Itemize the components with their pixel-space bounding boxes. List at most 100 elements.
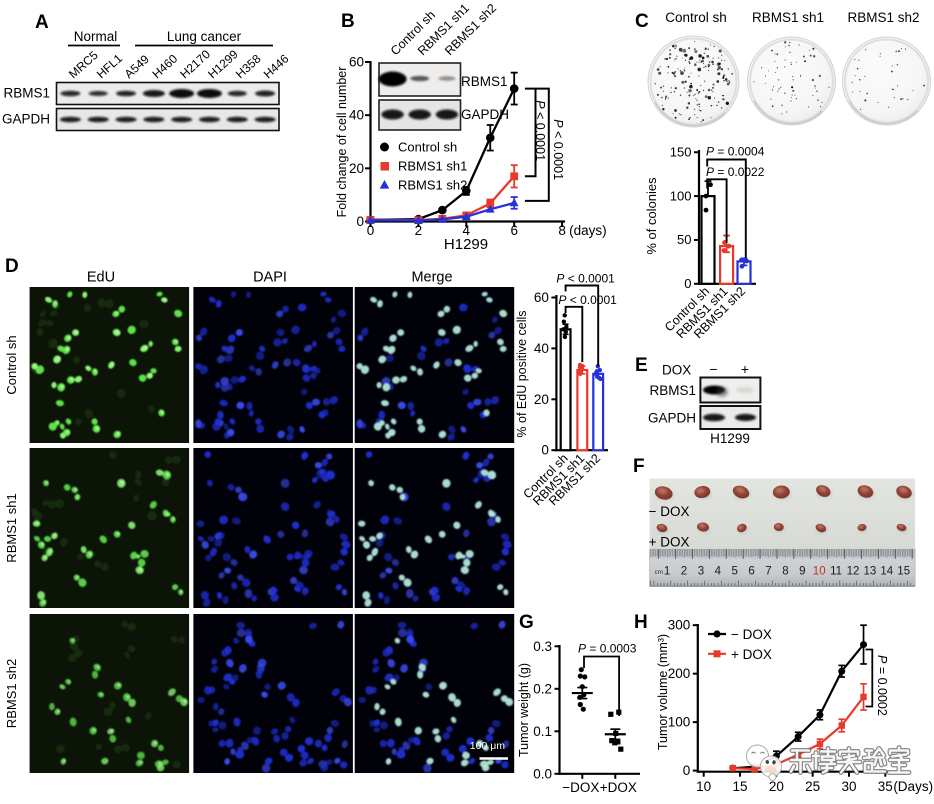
svg-text:40: 40 <box>349 108 364 123</box>
svg-text:P < 0.0001: P < 0.0001 <box>558 293 617 307</box>
svg-text:0: 0 <box>367 223 375 238</box>
svg-text:G: G <box>519 612 534 633</box>
svg-text:Merge: Merge <box>411 270 452 286</box>
svg-text:6: 6 <box>748 566 754 578</box>
svg-text:2: 2 <box>681 566 687 578</box>
svg-text:0.1: 0.1 <box>533 724 552 739</box>
svg-text:RBMS1 sh2: RBMS1 sh2 <box>847 10 919 25</box>
svg-text:200: 200 <box>668 666 691 681</box>
svg-text:Control sh: Control sh <box>4 335 19 394</box>
svg-text:DAPI: DAPI <box>253 270 287 286</box>
svg-text:RBMS1 sh1: RBMS1 sh1 <box>4 493 19 562</box>
svg-text:Normal: Normal <box>74 29 118 44</box>
svg-text:P = 0.0002: P = 0.0002 <box>875 655 889 716</box>
svg-text:5: 5 <box>731 566 737 578</box>
svg-text:9: 9 <box>799 566 805 578</box>
svg-text:150: 150 <box>670 144 692 159</box>
svg-text:cm: cm <box>655 569 664 576</box>
svg-text:7: 7 <box>765 566 771 578</box>
svg-text:H1299: H1299 <box>710 431 750 446</box>
svg-text:RBMS1: RBMS1 <box>649 383 696 398</box>
svg-text:300: 300 <box>668 618 691 633</box>
svg-text:D: D <box>5 256 19 277</box>
svg-text:P = 0.0003: P = 0.0003 <box>578 642 637 656</box>
svg-text:60: 60 <box>534 290 549 305</box>
svg-text:F: F <box>633 456 645 477</box>
svg-text:2: 2 <box>415 223 423 238</box>
svg-text:Fold change of cell number: Fold change of cell number <box>335 67 349 218</box>
svg-text:0: 0 <box>683 763 691 778</box>
svg-text:1: 1 <box>664 566 670 578</box>
svg-text:10: 10 <box>696 779 711 794</box>
svg-text:Control sh: Control sh <box>398 140 457 155</box>
svg-text:DOX: DOX <box>662 363 691 378</box>
svg-text:35: 35 <box>878 779 893 794</box>
svg-text:−DOX: −DOX <box>562 780 599 795</box>
svg-text:8: 8 <box>558 223 566 238</box>
svg-text:(Days): (Days) <box>893 779 933 794</box>
svg-text:B: B <box>341 11 355 32</box>
svg-text:20: 20 <box>349 161 364 176</box>
svg-text:RBMS1 sh2: RBMS1 sh2 <box>398 178 467 193</box>
svg-text:Control sh: Control sh <box>665 10 727 25</box>
svg-text:60: 60 <box>349 55 364 70</box>
svg-text:0: 0 <box>684 276 691 291</box>
svg-text:20: 20 <box>534 392 549 407</box>
svg-text:P < 0.0001: P < 0.0001 <box>533 100 547 161</box>
svg-text:20: 20 <box>769 779 784 794</box>
svg-text:− DOX: − DOX <box>731 627 772 642</box>
svg-text:0.0: 0.0 <box>533 766 552 781</box>
svg-text:13: 13 <box>864 566 877 578</box>
svg-text:−: − <box>709 361 717 377</box>
svg-text:100: 100 <box>670 188 692 203</box>
svg-text:0.2: 0.2 <box>533 681 552 696</box>
svg-text:A: A <box>35 12 49 33</box>
svg-text:P < 0.0001: P < 0.0001 <box>551 119 565 180</box>
svg-text:4: 4 <box>463 223 471 238</box>
svg-text:P = 0.0004: P = 0.0004 <box>706 145 765 159</box>
svg-text:3: 3 <box>698 566 704 578</box>
svg-text:15: 15 <box>733 779 748 794</box>
svg-text:% of EdU positive cells: % of EdU positive cells <box>515 310 529 437</box>
svg-text:RBMS1: RBMS1 <box>461 74 508 89</box>
svg-text:8: 8 <box>782 566 788 578</box>
svg-text:− DOX: − DOX <box>649 504 690 519</box>
svg-text:15: 15 <box>897 566 910 578</box>
svg-text:0: 0 <box>541 443 549 458</box>
svg-text:40: 40 <box>534 341 549 356</box>
svg-text:4: 4 <box>715 566 722 578</box>
svg-text:GAPDH: GAPDH <box>461 107 509 122</box>
svg-text:RBMS1: RBMS1 <box>3 86 50 101</box>
svg-text:10: 10 <box>813 566 826 578</box>
svg-text:% of colonies: % of colonies <box>644 177 659 255</box>
svg-text:50: 50 <box>677 232 691 247</box>
svg-text:30: 30 <box>841 779 856 794</box>
svg-text:+ DOX: + DOX <box>649 535 690 550</box>
svg-text:+DOX: +DOX <box>600 780 637 795</box>
svg-text:P < 0.0001: P < 0.0001 <box>556 272 615 286</box>
svg-text:11: 11 <box>830 566 842 578</box>
svg-text:P = 0.0022: P = 0.0022 <box>706 165 765 179</box>
svg-text:Lung cancer: Lung cancer <box>167 29 242 44</box>
svg-text:C: C <box>635 11 649 32</box>
svg-text:6: 6 <box>510 223 518 238</box>
svg-text:14: 14 <box>880 566 893 578</box>
svg-text:+ DOX: + DOX <box>731 647 772 662</box>
svg-text:100: 100 <box>668 715 691 730</box>
svg-text:GAPDH: GAPDH <box>648 411 696 426</box>
svg-text:Tumor volume (mm³): Tumor volume (mm³) <box>656 634 670 750</box>
svg-text:0.3: 0.3 <box>533 639 552 654</box>
svg-text:0: 0 <box>356 214 364 229</box>
svg-text:RBMS1 sh1: RBMS1 sh1 <box>752 10 824 25</box>
svg-text:+: + <box>741 361 749 377</box>
svg-text:E: E <box>635 355 648 376</box>
svg-text:25: 25 <box>805 779 820 794</box>
svg-text:EdU: EdU <box>87 270 115 286</box>
svg-text:GAPDH: GAPDH <box>2 112 50 127</box>
svg-text:RBMS1 sh1: RBMS1 sh1 <box>398 159 467 174</box>
svg-text:12: 12 <box>847 566 860 578</box>
svg-text:Tumor weight (g): Tumor weight (g) <box>517 663 531 757</box>
svg-text:H1299: H1299 <box>444 236 488 253</box>
svg-text:100 μm: 100 μm <box>470 740 505 752</box>
svg-text:(days): (days) <box>569 223 607 238</box>
